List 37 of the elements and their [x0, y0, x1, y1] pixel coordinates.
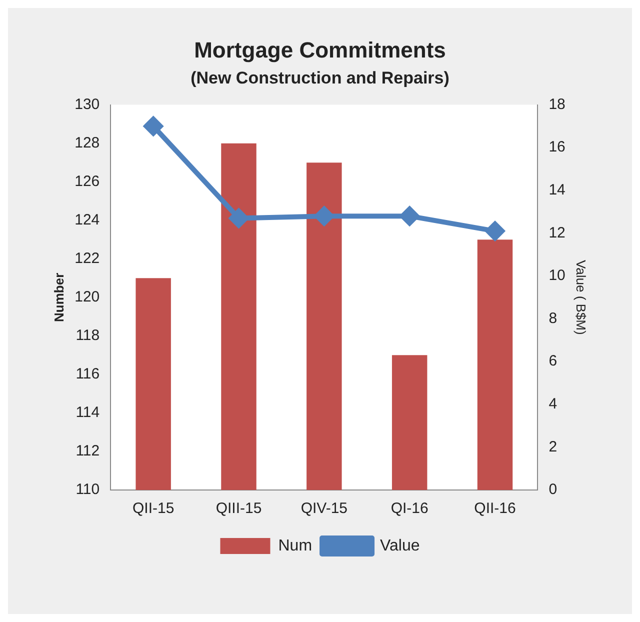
- y-tick-label: 114: [76, 404, 100, 422]
- y2-tick-label: 16: [548, 138, 566, 156]
- x-tick-label: QIII-15: [216, 500, 262, 518]
- y-tick-label: 118: [76, 327, 100, 344]
- x-tick-label: QII-16: [474, 500, 516, 518]
- point: [314, 206, 334, 226]
- y-tick-label: 116: [76, 366, 100, 383]
- point: [144, 116, 163, 136]
- point: [400, 206, 420, 226]
- y2-tick-label: 2: [548, 438, 558, 456]
- y2-axis-title: Value ( B$M): [574, 260, 589, 335]
- y-tick-label: 126: [74, 172, 100, 190]
- y2-tick-label: 10: [548, 267, 566, 284]
- point: [229, 208, 248, 228]
- x-tick-label: QIV-15: [300, 500, 348, 518]
- y-tick-label: 120: [74, 288, 100, 306]
- point: [486, 222, 505, 241]
- y2-tick-label: 6: [548, 352, 558, 370]
- y-tick-label: 110: [76, 481, 100, 498]
- x-tick-label: QII-15: [132, 500, 174, 518]
- y-tick-label: 130: [74, 96, 100, 113]
- chart-title: Mortgage Commitments: [194, 37, 446, 62]
- x-tick-label: QI-16: [390, 500, 428, 518]
- y-axis-title: Number: [51, 272, 66, 322]
- legend-label: Num: [278, 537, 312, 554]
- y-tick-label: 122: [74, 250, 100, 268]
- legend-label: Value: [380, 537, 420, 554]
- y2-tick-label: 12: [548, 224, 566, 242]
- y-tick-label: 124: [74, 212, 100, 228]
- y2-tick-label: 8: [548, 310, 558, 327]
- y-tick-label: 112: [76, 442, 100, 460]
- y2-tick-label: 14: [548, 182, 566, 199]
- y2-tick-label: 18: [548, 96, 566, 113]
- y2-tick-label: 4: [548, 396, 558, 413]
- y-tick-label: 128: [74, 134, 100, 152]
- y2-tick-label: 0: [548, 481, 558, 498]
- chart-subtitle: (New Construction and Repairs): [190, 68, 450, 88]
